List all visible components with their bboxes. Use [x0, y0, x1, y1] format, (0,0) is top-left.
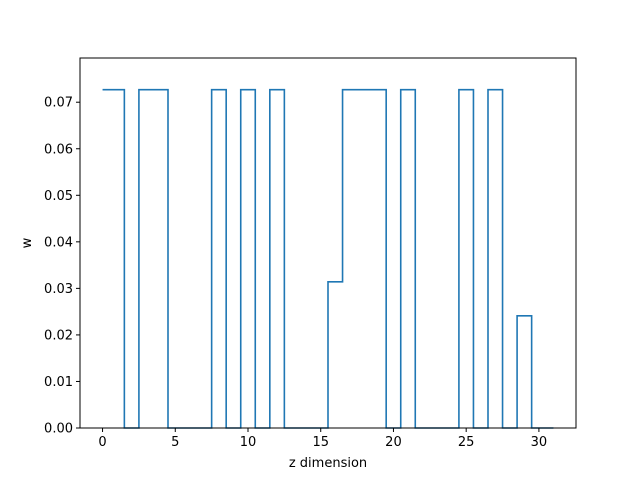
- x-tick-label: 30: [531, 435, 548, 450]
- y-tick-label: 0.04: [44, 235, 73, 250]
- y-tick-label: 0.03: [44, 282, 73, 297]
- x-tick-label: 5: [171, 435, 179, 450]
- y-tick-label: 0.07: [44, 96, 73, 111]
- y-axis: 0.00 0.01 0.02 0.03 0.04 0.05 0.06 0.07: [44, 96, 80, 437]
- x-tick-label: 20: [385, 435, 402, 450]
- x-tick-label: 0: [98, 435, 106, 450]
- x-axis: 0 5 10 15 20 25 30: [98, 428, 547, 450]
- plot-frame: [79, 57, 577, 429]
- y-tick-label: 0.05: [44, 189, 73, 204]
- x-tick-label: 25: [458, 435, 475, 450]
- y-tick-label: 0.01: [44, 375, 73, 390]
- y-tick-label: 0.00: [44, 422, 73, 437]
- y-axis-label: w: [20, 237, 35, 248]
- y-tick-label: 0.06: [44, 142, 73, 157]
- y-tick-label: 0.02: [44, 328, 73, 343]
- x-axis-label: z dimension: [289, 456, 367, 471]
- x-tick-label: 15: [312, 435, 329, 450]
- x-tick-label: 10: [240, 435, 257, 450]
